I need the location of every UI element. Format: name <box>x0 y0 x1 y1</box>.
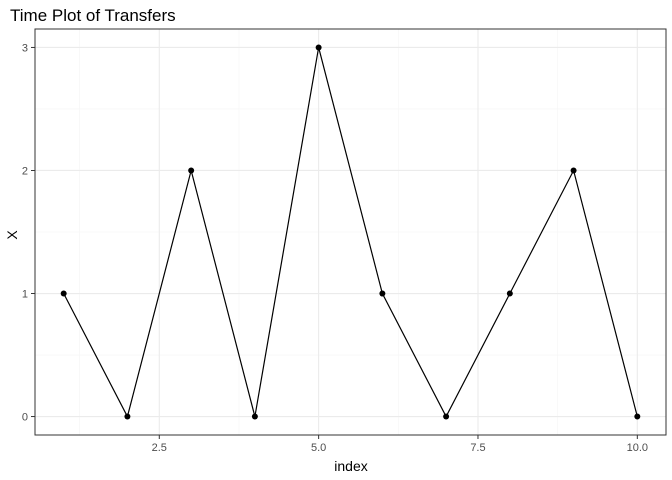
y-tick-label: 1 <box>22 289 28 301</box>
series-layer <box>60 44 641 420</box>
data-point <box>443 413 450 420</box>
data-point <box>188 167 195 174</box>
series-line <box>63 47 638 419</box>
panel-border <box>34 28 667 436</box>
x-tick-label: 10.0 <box>627 442 648 454</box>
x-tick-label: 5.0 <box>311 442 326 454</box>
y-axis-title: X <box>4 230 20 240</box>
data-point <box>379 290 386 297</box>
data-point <box>634 413 641 420</box>
y-tick-label: 0 <box>22 412 28 424</box>
data-point <box>60 290 67 297</box>
data-point <box>251 413 258 420</box>
x-tick-label: 2.5 <box>152 442 167 454</box>
data-point <box>506 290 513 297</box>
y-tick-label: 2 <box>22 165 28 177</box>
data-point <box>315 44 322 51</box>
data-point <box>124 413 131 420</box>
chart-title: Time Plot of Transfers <box>10 6 176 25</box>
data-point <box>570 167 577 174</box>
x-tick-label: 7.5 <box>470 442 485 454</box>
y-axis: 0 1 2 3 <box>22 42 35 424</box>
minor-gridlines <box>35 29 666 435</box>
y-tick-label: 3 <box>22 42 28 54</box>
x-axis: 2.5 5.0 7.5 10.0 <box>152 435 648 454</box>
x-axis-title: index <box>334 458 367 474</box>
